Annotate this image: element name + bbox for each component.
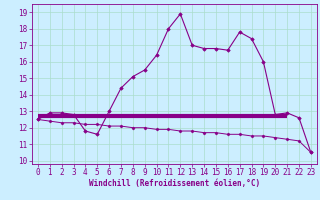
X-axis label: Windchill (Refroidissement éolien,°C): Windchill (Refroidissement éolien,°C) [89, 179, 260, 188]
